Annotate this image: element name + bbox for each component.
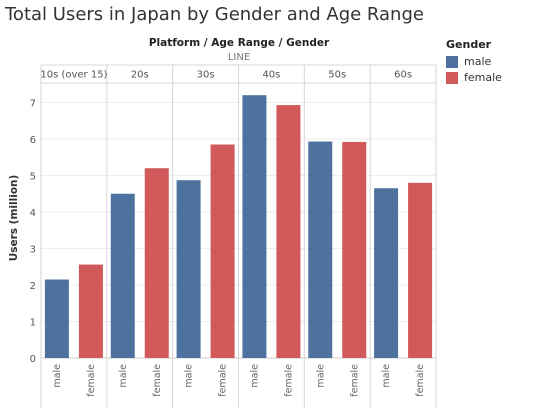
gender-axis-label: male <box>249 364 260 388</box>
gender-axis-label: male <box>52 364 63 388</box>
y-tick-label: 3 <box>30 245 36 256</box>
plot-area: 0 1 2 3 4 5 6 7 10s (over 15) male female 20s male fe… <box>30 64 437 408</box>
bar-female <box>144 168 169 358</box>
legend-item-female[interactable]: female <box>446 71 502 84</box>
bar-male <box>110 193 135 358</box>
bar-male <box>374 188 399 358</box>
age-range-header: 10s (over 15) <box>40 70 107 81</box>
chart-title: Total Users in Japan by Gender and Age R… <box>5 4 424 25</box>
age-range-header: 20s <box>131 70 149 81</box>
y-tick-label: 4 <box>30 208 36 219</box>
y-tick-label: 1 <box>30 318 36 329</box>
bar-female <box>408 182 433 358</box>
y-tick-label: 2 <box>30 281 36 292</box>
columns-header-label: Platform / Age Range / Gender <box>149 37 330 49</box>
bar-chart: Platform / Age Range / Gender LINE Users… <box>8 37 437 408</box>
bar-male <box>44 279 69 358</box>
age-range-header: 60s <box>394 70 412 81</box>
gender-axis-label: female <box>152 364 163 397</box>
bar-male <box>176 180 201 358</box>
gender-axis-label: female <box>349 364 360 397</box>
age-range-header: 50s <box>328 70 346 81</box>
legend-swatch-male <box>446 55 458 68</box>
bar-female <box>78 264 103 358</box>
legend: Gender male female <box>446 38 502 87</box>
gender-axis-label: male <box>118 364 129 388</box>
gender-axis-label: male <box>381 364 392 388</box>
bar-female <box>210 144 235 358</box>
gender-axis-label: female <box>86 364 97 397</box>
gender-axis-label: female <box>415 364 426 397</box>
bar-female <box>276 105 301 359</box>
bar-male <box>242 95 267 358</box>
legend-swatch-female <box>446 71 458 84</box>
gender-axis-label: female <box>218 364 229 397</box>
bar-female <box>342 141 367 358</box>
legend-label-female: female <box>464 71 502 84</box>
legend-item-male[interactable]: male <box>446 55 502 68</box>
age-range-header: 30s <box>197 70 215 81</box>
y-tick-label: 7 <box>30 99 36 110</box>
y-tick-label: 0 <box>30 354 36 365</box>
legend-title: Gender <box>446 38 492 51</box>
gender-axis-label: female <box>283 364 294 397</box>
y-axis-title: Users (million) <box>8 175 20 262</box>
gender-axis-label: male <box>184 364 195 388</box>
y-tick-label: 5 <box>30 172 36 183</box>
legend-label-male: male <box>464 55 492 68</box>
gender-axis-label: male <box>315 364 326 388</box>
platform-header-label: LINE <box>228 52 250 63</box>
bar-male <box>308 141 333 358</box>
y-tick-label: 6 <box>30 135 36 146</box>
age-range-header: 40s <box>262 70 280 81</box>
